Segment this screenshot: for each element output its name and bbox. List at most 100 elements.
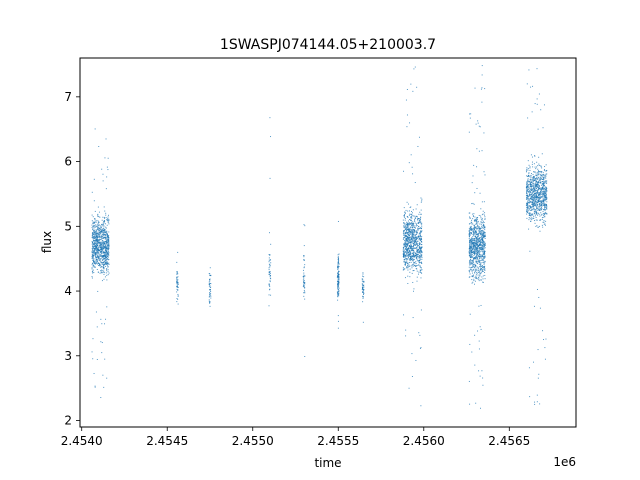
data-point bbox=[420, 254, 422, 256]
data-point bbox=[482, 235, 484, 237]
data-point bbox=[413, 243, 415, 245]
data-point bbox=[474, 246, 476, 248]
data-point bbox=[304, 264, 306, 266]
data-point bbox=[93, 239, 95, 241]
data-point bbox=[337, 269, 339, 271]
data-point bbox=[480, 244, 482, 246]
data-point bbox=[538, 199, 540, 201]
data-point bbox=[412, 173, 414, 175]
data-point bbox=[403, 244, 405, 246]
data-point bbox=[526, 181, 528, 183]
data-point bbox=[98, 264, 100, 266]
data-point bbox=[337, 256, 339, 258]
data-point bbox=[406, 224, 408, 226]
data-point bbox=[97, 240, 99, 242]
data-point bbox=[105, 223, 107, 225]
data-point bbox=[484, 218, 486, 220]
data-point bbox=[403, 247, 404, 249]
data-point bbox=[406, 240, 408, 242]
data-point bbox=[534, 401, 536, 403]
data-point bbox=[210, 293, 212, 295]
data-point bbox=[338, 281, 340, 283]
data-point bbox=[472, 213, 474, 215]
data-point bbox=[533, 187, 535, 189]
data-point bbox=[475, 247, 477, 249]
data-point bbox=[482, 236, 484, 238]
data-point bbox=[414, 252, 416, 254]
data-point bbox=[537, 191, 539, 193]
data-point bbox=[469, 255, 471, 257]
data-point bbox=[542, 202, 544, 204]
data-point bbox=[418, 264, 420, 266]
data-point bbox=[95, 225, 97, 227]
data-point bbox=[530, 154, 532, 156]
data-point bbox=[99, 245, 101, 247]
data-point bbox=[98, 262, 100, 264]
data-point bbox=[97, 263, 99, 264]
data-point bbox=[480, 279, 482, 281]
data-point bbox=[538, 181, 540, 183]
data-point bbox=[484, 261, 486, 263]
data-point bbox=[95, 224, 97, 226]
data-point bbox=[539, 209, 541, 211]
data-point bbox=[103, 254, 105, 256]
data-point bbox=[484, 268, 486, 270]
data-point bbox=[96, 219, 98, 221]
data-point bbox=[269, 177, 271, 179]
data-point bbox=[107, 238, 109, 240]
data-point bbox=[474, 251, 476, 253]
data-point bbox=[531, 179, 533, 181]
data-point bbox=[410, 238, 412, 240]
data-point bbox=[101, 229, 103, 231]
data-point bbox=[476, 227, 478, 229]
data-point bbox=[97, 236, 99, 238]
data-point bbox=[532, 166, 534, 168]
data-point bbox=[480, 304, 482, 306]
data-point bbox=[406, 237, 408, 239]
data-point bbox=[101, 255, 103, 257]
data-point bbox=[474, 245, 476, 247]
data-point bbox=[471, 256, 473, 258]
data-point bbox=[303, 277, 305, 279]
y-tick-label: 5 bbox=[64, 219, 72, 233]
data-point bbox=[535, 182, 537, 184]
data-point bbox=[100, 251, 102, 253]
data-point bbox=[93, 226, 95, 228]
data-point bbox=[480, 268, 482, 270]
data-point bbox=[472, 245, 474, 247]
data-point bbox=[421, 254, 423, 256]
data-point bbox=[535, 189, 537, 191]
data-point bbox=[97, 251, 99, 253]
data-point bbox=[93, 243, 95, 245]
data-point bbox=[403, 234, 405, 236]
data-point bbox=[419, 242, 421, 244]
data-point bbox=[101, 255, 103, 257]
data-point bbox=[534, 155, 536, 157]
data-point bbox=[483, 252, 485, 254]
data-point bbox=[418, 213, 420, 215]
data-point bbox=[471, 257, 473, 259]
data-point bbox=[527, 190, 529, 192]
data-point bbox=[416, 264, 418, 266]
data-point bbox=[545, 211, 547, 213]
data-point bbox=[420, 405, 422, 407]
data-point bbox=[409, 255, 411, 257]
data-point bbox=[107, 216, 109, 218]
data-point bbox=[107, 253, 109, 255]
data-point bbox=[471, 237, 473, 239]
data-point bbox=[480, 249, 482, 251]
data-point bbox=[541, 204, 543, 206]
data-point bbox=[471, 249, 473, 251]
data-point bbox=[96, 249, 98, 251]
data-point bbox=[98, 216, 100, 218]
data-point bbox=[102, 256, 104, 258]
data-point bbox=[528, 198, 530, 200]
data-point bbox=[410, 248, 412, 250]
data-point bbox=[304, 291, 306, 293]
data-point bbox=[535, 225, 537, 227]
data-point bbox=[414, 262, 416, 264]
data-point bbox=[468, 238, 470, 240]
data-point bbox=[92, 272, 94, 274]
data-point bbox=[105, 246, 107, 248]
data-point bbox=[104, 234, 106, 236]
